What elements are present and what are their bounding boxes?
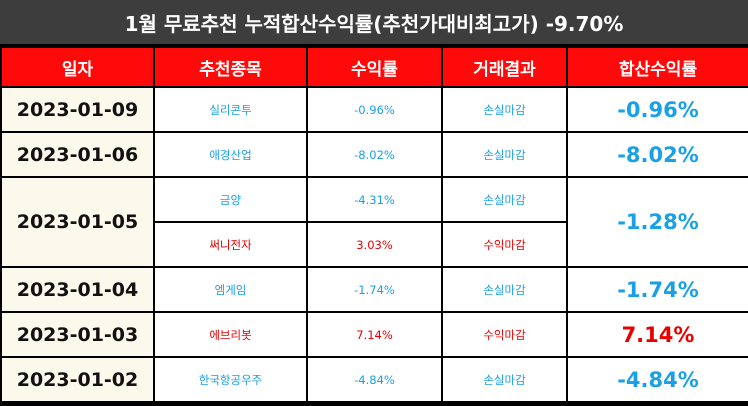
row-result: 손실마감	[441, 356, 568, 403]
row-stock: 금양	[153, 176, 308, 223]
row-result: 손실마감	[441, 266, 568, 313]
row-date: 2023-01-03	[0, 311, 155, 358]
row-return: 7.14%	[306, 311, 443, 358]
row-date: 2023-01-04	[0, 266, 155, 313]
header-total: 합산수익률	[566, 46, 748, 88]
row-total: -1.28%	[566, 176, 748, 268]
row-stock: 엠게임	[153, 266, 308, 313]
header-result: 거래결과	[441, 46, 568, 88]
header-date: 일자	[0, 46, 155, 88]
table-row: 2023-01-04 엠게임 -1.74% 손실마감 -1.74%	[0, 266, 748, 313]
row-stock: 애경산업	[153, 131, 308, 178]
table-row: 써니전자 3.03% 수익마감	[1, 221, 748, 268]
row-result: 손실마감	[441, 86, 568, 133]
table-row: 2023-01-02 한국항공우주 -4.84% 손실마감 -4.84%	[0, 356, 748, 403]
row-return: -4.31%	[306, 176, 443, 223]
table-row: 2023-01-06 애경산업 -8.02% 손실마감 -8.02%	[0, 131, 748, 178]
header-row: 일자 추천종목 수익률 거래결과 합산수익률	[0, 46, 748, 88]
row-total: -4.84%	[566, 356, 748, 403]
row-stock: 써니전자	[153, 221, 308, 268]
row-stock: 한국항공우주	[153, 356, 308, 403]
row-date: 2023-01-09	[0, 86, 155, 133]
row-total: 7.14%	[566, 311, 748, 358]
row-stock: 실리콘투	[153, 86, 308, 133]
row-total: -1.74%	[566, 266, 748, 313]
row-return: -4.84%	[306, 356, 443, 403]
row-total: -8.02%	[566, 131, 748, 178]
row-result: 손실마감	[441, 131, 568, 178]
header-stock: 추천종목	[153, 46, 308, 88]
row-date: 2023-01-05	[0, 176, 155, 268]
page-title: 1월 무료추천 누적합산수익률(추천가대비최고가) -9.70%	[0, 0, 748, 44]
row-return: -1.74%	[306, 266, 443, 313]
row-stock: 에브리봇	[153, 311, 308, 358]
row-date: 2023-01-06	[0, 131, 155, 178]
table-row: 2023-01-03 에브리봇 7.14% 수익마감 7.14%	[0, 311, 748, 358]
header-return: 수익률	[306, 46, 443, 88]
row-result: 수익마감	[441, 221, 568, 268]
row-total: -0.96%	[566, 86, 748, 133]
returns-table: 일자 추천종목 수익률 거래결과 합산수익률 2023-01-09 실리콘투 -…	[0, 46, 748, 403]
row-return: -0.96%	[306, 86, 443, 133]
table-row: 2023-01-09 실리콘투 -0.96% 손실마감 -0.96%	[0, 86, 748, 133]
row-return: 3.03%	[306, 221, 443, 268]
row-result: 수익마감	[441, 311, 568, 358]
row-result: 손실마감	[441, 176, 568, 223]
table-row: 2023-01-05 금양 -4.31% 손실마감 -1.28%	[0, 176, 748, 268]
row-date: 2023-01-02	[0, 356, 155, 403]
row-return: -8.02%	[306, 131, 443, 178]
